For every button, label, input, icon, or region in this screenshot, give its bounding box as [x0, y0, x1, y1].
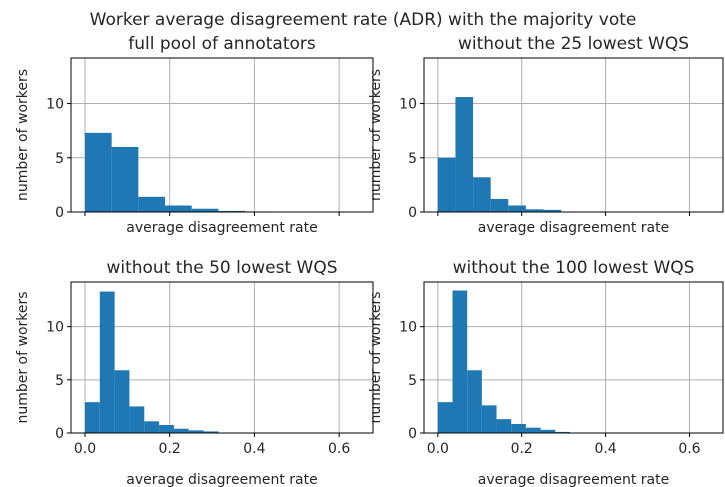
y-tick-label: 5 — [408, 373, 417, 389]
histogram-bar — [159, 425, 174, 433]
y-tick-label: 5 — [55, 373, 64, 389]
y-tick-label: 5 — [408, 151, 417, 167]
axes-frame — [423, 281, 724, 434]
x-tick-label: 0.6 — [678, 441, 700, 457]
histogram-bar — [525, 209, 544, 212]
x-tick-label: 0.4 — [243, 441, 265, 457]
axes-frame — [70, 281, 374, 434]
histogram-bar — [508, 205, 526, 212]
histogram-bar — [511, 423, 526, 433]
axes-frame — [70, 57, 374, 213]
histogram-bar — [473, 177, 491, 212]
histogram-bar — [114, 370, 130, 433]
subplot-2: 0 5 10 without the 25 lowest WQS average dis… — [368, 34, 724, 236]
histogram-bar — [455, 97, 474, 212]
subplot-title: without the 50 lowest WQS — [106, 258, 337, 278]
subplot-title: without the 25 lowest WQS — [458, 34, 689, 54]
x-tick-label: 0.2 — [159, 441, 181, 457]
histogram-bar — [525, 427, 541, 433]
subplot-3: 0 5 10 0.0 0.2 0.4 0.6 without the 50 lowest WQ… — [15, 258, 374, 487]
histogram-bar — [84, 402, 100, 433]
y-axis-label: number of workers — [368, 69, 384, 201]
y-tick-label: 10 — [46, 320, 64, 336]
histogram-bar — [203, 431, 219, 433]
histogram-bar — [188, 430, 204, 433]
x-axis-label: average disagreement rate — [126, 220, 317, 236]
axes-frame — [423, 57, 724, 213]
y-axis-label: number of workers — [15, 291, 31, 423]
subplot-4: 0 5 10 0.0 0.2 0.4 0.6 without the 100 lowest W… — [368, 258, 724, 487]
histogram-bar — [173, 428, 189, 433]
histogram-bar — [540, 429, 556, 433]
x-axis-label: average disagreement rate — [126, 472, 317, 487]
x-tick-label: 0.2 — [511, 441, 533, 457]
subplot-title: full pool of annotators — [128, 34, 316, 54]
y-tick-label: 10 — [399, 97, 417, 113]
x-tick-label: 0.0 — [74, 441, 96, 457]
y-tick-label: 5 — [55, 151, 64, 167]
histogram-bar — [452, 290, 468, 433]
histogram-bar — [191, 208, 219, 212]
x-axis-label: average disagreement rate — [478, 472, 669, 487]
histogram-bar — [496, 419, 512, 433]
subplot-1: 0 5 10 full pool of annotators average disag… — [15, 34, 374, 236]
histogram-bar — [165, 205, 192, 212]
histogram-bar — [218, 210, 246, 212]
histogram-bar — [555, 431, 570, 433]
histogram-bar — [481, 405, 497, 433]
y-tick-label: 0 — [408, 205, 417, 221]
histogram-bar — [490, 198, 509, 212]
histogram-bar — [543, 209, 562, 212]
x-tick-label: 0.0 — [427, 441, 449, 457]
y-tick-label: 0 — [55, 426, 64, 442]
y-tick-label: 10 — [399, 320, 417, 336]
y-axis-label: number of workers — [15, 69, 31, 201]
y-tick-label: 10 — [46, 97, 64, 113]
histogram-bar — [437, 157, 456, 212]
histogram-bar — [111, 146, 139, 212]
histogram-bar — [84, 132, 112, 212]
histogram-bar — [437, 402, 453, 433]
y-tick-label: 0 — [408, 426, 417, 442]
x-axis-label: average disagreement rate — [478, 220, 669, 236]
y-axis-label: number of workers — [368, 291, 384, 423]
x-tick-label: 0.4 — [594, 441, 616, 457]
y-tick-label: 0 — [55, 205, 64, 221]
histogram-bar — [144, 421, 160, 433]
figure-suptitle: Worker average disagreement rate (ADR) w… — [90, 10, 637, 30]
histogram-bar — [129, 406, 145, 433]
x-tick-label: 0.6 — [328, 441, 350, 457]
histogram-bar — [467, 370, 482, 433]
subplot-title: without the 100 lowest WQS — [453, 258, 695, 278]
histogram-bar — [99, 291, 115, 433]
histogram-bar — [138, 196, 166, 212]
